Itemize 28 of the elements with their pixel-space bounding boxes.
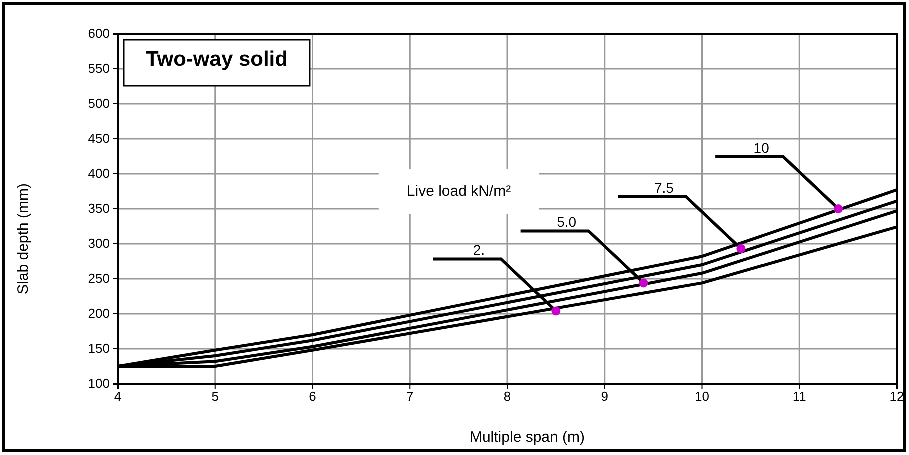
y-tick-label: 250: [88, 271, 110, 286]
y-tick-label: 550: [88, 61, 110, 76]
y-tick-label: 200: [88, 306, 110, 322]
y-tick-label: 400: [88, 166, 110, 182]
x-tick-label: 5: [212, 389, 219, 404]
y-tick-label: 600: [88, 26, 110, 42]
annotation: Live load kN/m²: [406, 183, 512, 200]
x-tick-label: 9: [601, 389, 608, 404]
y-tick-label: 300: [88, 236, 110, 252]
x-tick-label: 8: [504, 389, 512, 404]
annotation: 5.0: [557, 214, 577, 230]
x-tick-label: 4: [114, 389, 122, 404]
y-tick-label: 100: [88, 376, 110, 392]
x-tick-label: 11: [792, 389, 806, 404]
x-tick-label: 7: [406, 389, 414, 404]
x-tick-label: 12: [890, 389, 904, 404]
x-axis-title: Multiple span (m): [470, 429, 586, 446]
x-tick-label: 6: [309, 389, 316, 404]
y-tick-label: 500: [88, 96, 110, 112]
text: Two-way solid: [146, 48, 288, 71]
y-tick-label: 150: [88, 341, 110, 356]
annotation: 7.5: [654, 180, 674, 196]
y-tick-label: 350: [88, 201, 110, 216]
annotation: 10: [754, 140, 770, 156]
y-axis-title: Slab depth (mm): [15, 184, 32, 294]
x-tick-label: 10: [695, 389, 710, 404]
y-tick-label: 450: [88, 131, 110, 146]
annotation: 2.: [473, 242, 486, 258]
